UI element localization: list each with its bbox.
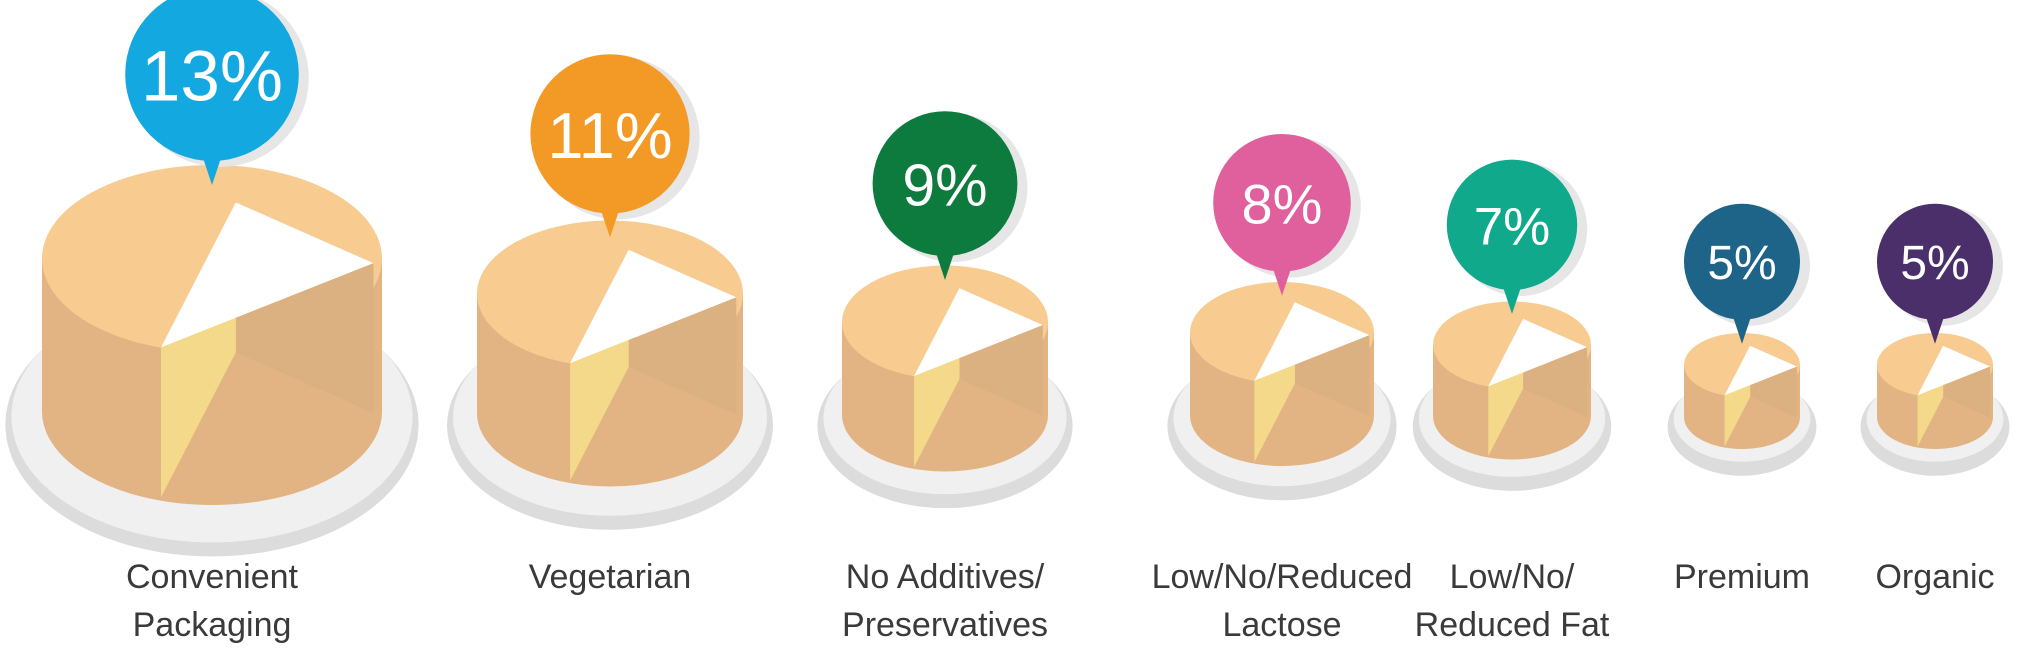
value-bubble [872,111,1018,256]
value-label: 5% [1707,237,1776,290]
chart-item: 5% Organic [1860,203,2010,596]
category-label: Convenient [126,558,299,596]
chart-item: 8% Low/No/Reduced Lactose [1152,133,1413,644]
bubble-pointer [1732,313,1752,344]
cheese-cut-gap [914,288,1043,376]
category-label: No Additives/ [846,558,1045,596]
chart-item: 5% Premium [1667,203,1817,596]
value-label: 8% [1242,172,1323,235]
bubble-pointer [600,207,620,238]
chart-item: 11% Vegetarian [447,54,773,596]
value-bubble [1213,133,1351,272]
cheese-cut-gap [1917,345,1991,396]
chart-items: 13% Convenient Packaging 11% Vegetarian 9% No … [5,0,2010,644]
cheese-cut-gap [1488,318,1588,387]
value-label: 9% [902,152,987,218]
category-label: Vegetarian [529,558,692,596]
category-label: Low/No/Reduced [1152,558,1413,596]
cheese-cut-gap [161,202,374,348]
chart-item: 13% Convenient Packaging [5,0,419,644]
category-label: Organic [1875,558,1994,596]
value-bubble [1684,203,1800,320]
category-label: Low/No/ [1450,558,1575,596]
bubble-pointer [1925,313,1945,344]
category-label: Packaging [133,606,292,644]
cheese-cut-gap [1724,345,1798,396]
value-bubble [1877,203,1993,320]
category-label: Lactose [1222,606,1341,644]
cheese-cut-gap [570,249,737,364]
bubble-pointer [935,249,955,280]
value-label: 7% [1474,197,1551,256]
bubble-pointer [1502,284,1522,315]
bubble-pointer [202,155,222,186]
bubble-pointer [1272,265,1292,296]
value-bubble [530,54,690,214]
value-label: 11% [547,99,672,172]
chart-item: 9% No Additives/Preservatives [817,111,1073,644]
chart-item: 7% Low/No/Reduced Fat [1412,159,1612,644]
value-label: 5% [1900,237,1969,290]
category-label: Reduced Fat [1415,606,1610,644]
category-label: Premium [1674,558,1810,596]
cheese-cut-gap [1254,302,1370,381]
category-label: Preservatives [842,606,1048,644]
value-bubble [125,0,299,161]
value-label: 13% [141,37,283,116]
value-bubble [1446,159,1578,291]
